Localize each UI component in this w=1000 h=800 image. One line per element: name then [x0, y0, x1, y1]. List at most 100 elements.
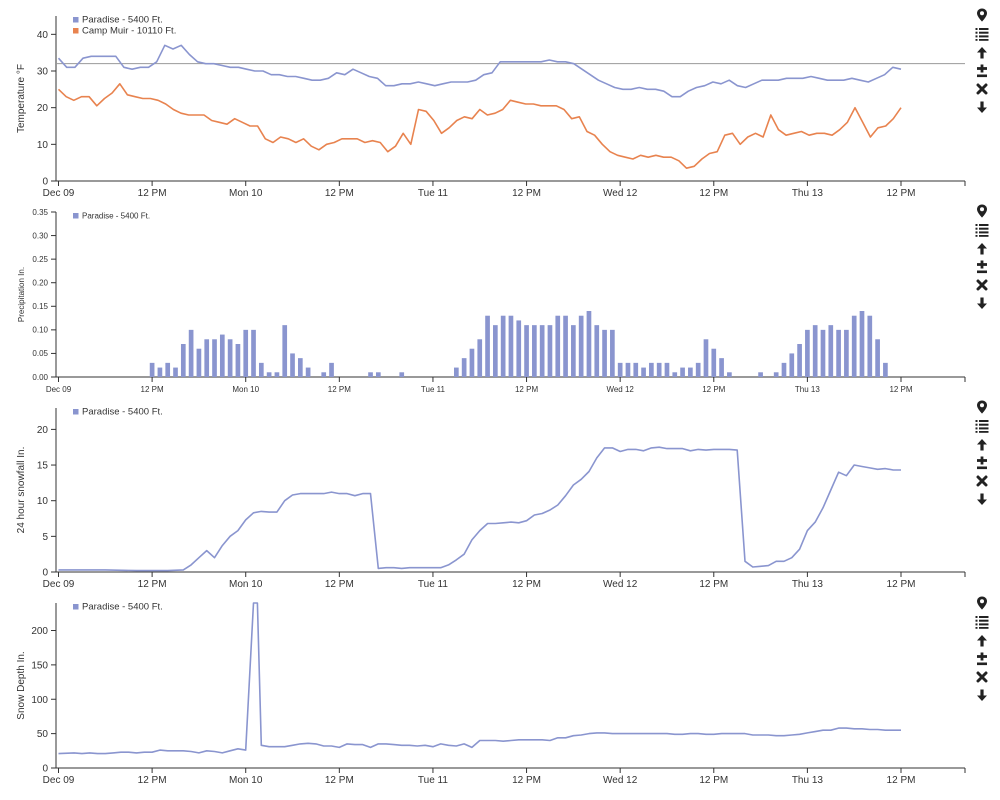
- y-tick-label: 0.05: [32, 349, 48, 358]
- precip-bar: [656, 362, 662, 377]
- chart-0: 0 10 20 30 40 Temperature °F Dec 09 12 PM Mon 10…: [16, 15, 966, 199]
- precip-bar: [321, 372, 327, 377]
- list-icon[interactable]: [972, 613, 992, 631]
- y-tick-label: 0.10: [32, 326, 48, 335]
- precip-bar: [282, 325, 288, 377]
- legend-label: Paradise - 5400 Ft.: [82, 602, 163, 613]
- precip-bar: [703, 339, 709, 377]
- precip-bar: [399, 372, 405, 377]
- list-icon[interactable]: [972, 221, 992, 239]
- precip-bar: [586, 311, 592, 377]
- list-icon[interactable]: [972, 25, 992, 43]
- close-icon[interactable]: [972, 276, 992, 294]
- precip-bar: [781, 362, 787, 377]
- x-tick-label: 12 PM: [515, 385, 538, 394]
- y-tick-label: 10: [37, 496, 49, 507]
- precip-bar: [672, 372, 678, 377]
- close-icon[interactable]: [972, 472, 992, 490]
- y-tick-label: 20: [37, 425, 49, 436]
- arrow-up-icon[interactable]: [972, 631, 992, 649]
- chart-3: 0 50 100 150 200 Snow Depth In. Dec 09 12 PM Mon…: [16, 602, 966, 786]
- y-tick-label: 150: [31, 660, 48, 671]
- arrow-up-icon[interactable]: [972, 435, 992, 453]
- plus-minus-icon[interactable]: [972, 650, 992, 668]
- series-line-0: [58, 446, 901, 572]
- plus-minus-icon[interactable]: [972, 454, 992, 472]
- precip-bar: [883, 362, 888, 377]
- chart-1: 0.00 0.05 0.10 0.15 0.20 0.25 0.30 0.35 Precipit…: [17, 208, 966, 394]
- arrow-down-icon[interactable]: [972, 687, 992, 705]
- precip-bar: [610, 329, 615, 377]
- list-icon[interactable]: [972, 417, 992, 435]
- precip-bar: [844, 329, 849, 377]
- precip-bar: [493, 325, 498, 377]
- map-pin-icon[interactable]: [972, 398, 992, 416]
- arrow-down-icon[interactable]: [972, 295, 992, 313]
- x-tick-label: Dec 09: [43, 775, 75, 786]
- precip-bar: [680, 367, 685, 377]
- precip-bar: [532, 325, 537, 377]
- precip-bar: [688, 367, 693, 377]
- x-tick-label: Wed 12: [606, 385, 634, 394]
- precip-bar: [165, 362, 171, 377]
- precip-bar: [633, 362, 639, 377]
- precip-bar: [500, 315, 506, 377]
- legend-swatch: [73, 409, 79, 415]
- map-pin-icon[interactable]: [972, 6, 992, 24]
- x-tick-label: 12 PM: [138, 579, 167, 590]
- precip-bar: [563, 315, 568, 377]
- plus-minus-icon[interactable]: [972, 62, 992, 80]
- precip-bar: [547, 325, 553, 377]
- precip-bar: [454, 367, 459, 377]
- y-tick-label: 15: [37, 461, 49, 472]
- arrow-down-icon[interactable]: [972, 491, 992, 509]
- x-tick-label: 12 PM: [328, 385, 351, 394]
- x-tick-label: 12 PM: [512, 775, 541, 786]
- precip-bar: [695, 362, 701, 377]
- y-tick-label: 10: [37, 140, 49, 151]
- precip-bar: [812, 325, 818, 377]
- arrow-down-icon[interactable]: [972, 99, 992, 117]
- arrow-up-icon[interactable]: [972, 239, 992, 257]
- x-tick-label: 12 PM: [699, 579, 728, 590]
- arrow-up-icon[interactable]: [972, 43, 992, 61]
- y-tick-label: 30: [37, 67, 49, 78]
- precip-bar: [251, 329, 256, 377]
- close-icon[interactable]: [972, 80, 992, 98]
- map-pin-icon[interactable]: [972, 202, 992, 220]
- chart-2: 0 5 10 15 20 24 hour snowfall In. Dec 09 12 PM M…: [16, 407, 966, 590]
- precip-bar: [290, 353, 295, 377]
- x-tick-label: 12 PM: [325, 579, 354, 590]
- x-tick-label: Tue 11: [418, 775, 448, 786]
- y-tick-label: 50: [37, 729, 49, 740]
- close-icon[interactable]: [972, 668, 992, 686]
- y-tick-label: 0: [42, 568, 48, 579]
- precip-bar: [836, 329, 841, 377]
- x-tick-label: Dec 09: [46, 385, 72, 394]
- legend-swatch: [73, 17, 79, 23]
- precip-bar: [789, 353, 795, 377]
- x-tick-label: Mon 10: [232, 385, 259, 394]
- precip-bar: [664, 362, 670, 377]
- x-tick-label: Mon 10: [229, 188, 263, 199]
- map-pin-icon[interactable]: [972, 594, 992, 612]
- precip-bar: [212, 339, 217, 377]
- x-tick-label: Tue 11: [418, 579, 448, 590]
- precip-bar: [329, 362, 334, 377]
- y-tick-label: 5: [42, 532, 48, 543]
- precip-bar: [235, 344, 241, 377]
- x-tick-label: 12 PM: [325, 775, 354, 786]
- precip-bar: [157, 367, 163, 377]
- precip-bar: [727, 372, 732, 377]
- x-tick-label: Tue 11: [421, 385, 446, 394]
- x-tick-label: Dec 09: [43, 579, 75, 590]
- precip-bar: [258, 362, 264, 377]
- series-line-1: [57, 83, 902, 169]
- x-tick-label: 12 PM: [699, 775, 728, 786]
- y-tick-label: 0.00: [32, 373, 48, 382]
- precip-bar: [578, 315, 584, 377]
- y-axis-label: Temperature °F: [16, 64, 27, 133]
- x-tick-label: 12 PM: [512, 579, 541, 590]
- plus-minus-icon[interactable]: [972, 258, 992, 276]
- chart-toolbar-snowfall: [970, 398, 994, 510]
